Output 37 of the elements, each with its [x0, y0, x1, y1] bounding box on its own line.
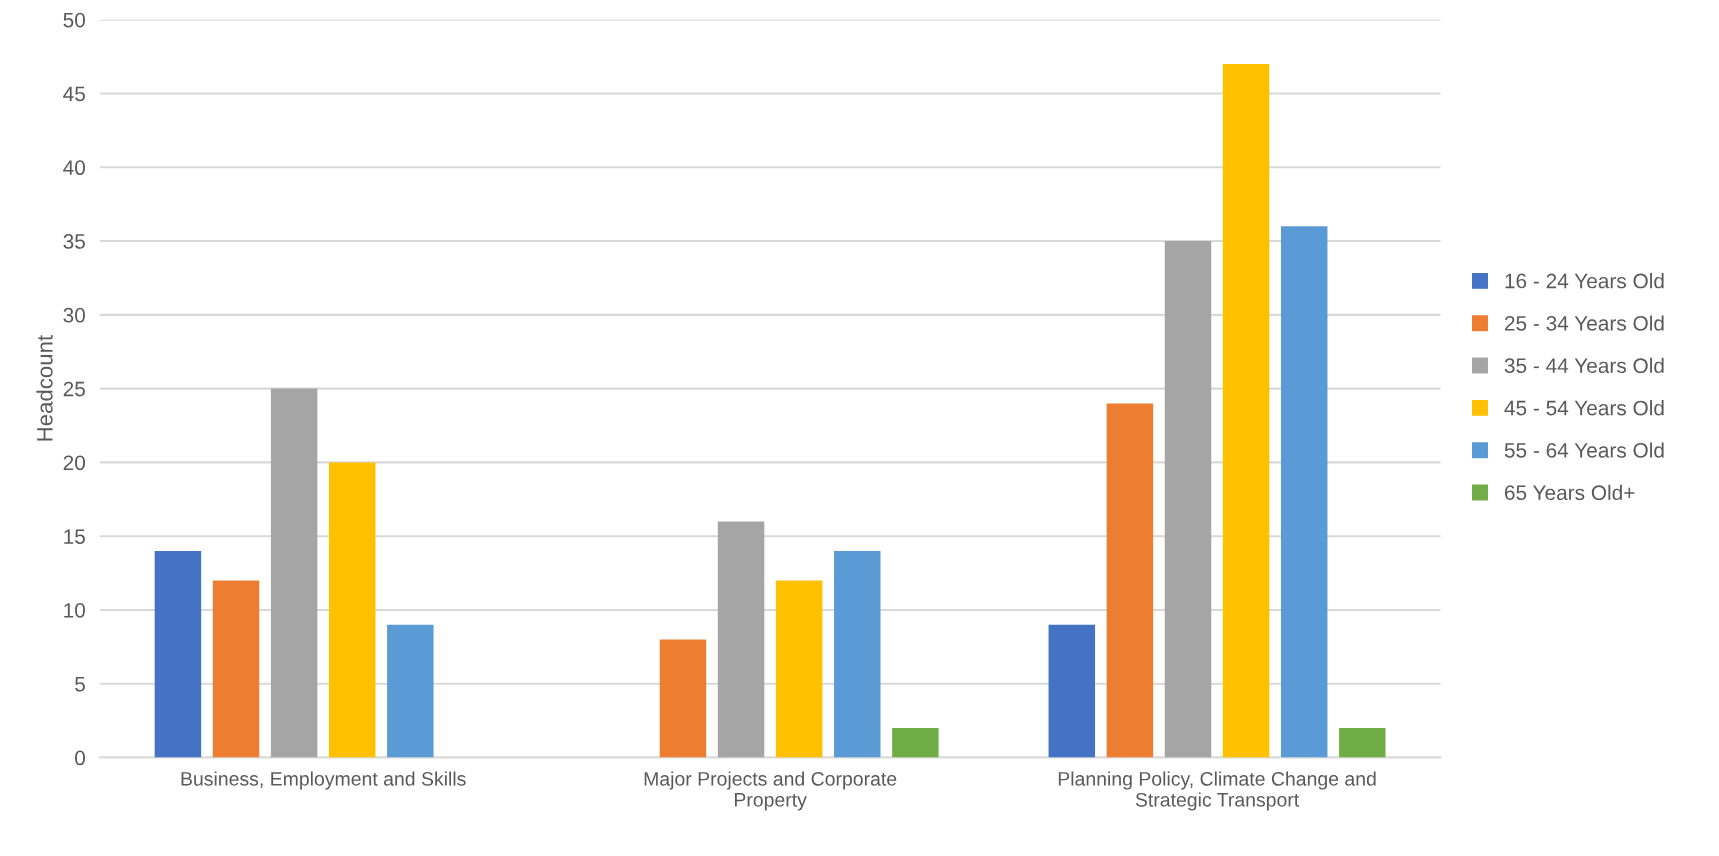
y-tick-label: 40 [63, 160, 85, 176]
bar [659, 639, 707, 758]
y-tick-label: 45 [63, 86, 85, 102]
bar [1339, 728, 1386, 758]
y-tick-label: 35 [63, 234, 85, 249]
bar [892, 728, 939, 758]
bar [834, 550, 881, 758]
bar [1280, 226, 1328, 758]
bar [1222, 63, 1270, 758]
legend-label: 45 - 54 Years Old [1504, 400, 1664, 416]
bar [775, 580, 823, 758]
x-tick-label: Planning Policy, Climate Change and Strategic Transport [1058, 771, 1376, 811]
bar [1164, 241, 1212, 758]
legend-label: 35 - 44 Years Old [1504, 357, 1664, 374]
bar [328, 462, 376, 758]
bar [154, 550, 202, 758]
y-tick-label: 30 [63, 307, 85, 323]
bar [717, 521, 765, 758]
y-tick-label: 10 [64, 602, 85, 618]
legend-label: 55 - 64 Years Old [1504, 442, 1664, 458]
legend-label: 25 - 34 Years Old [1504, 315, 1664, 331]
bar [1106, 403, 1154, 758]
y-tick-label: 5 [75, 676, 85, 692]
x-tick-label: Major Projects and Corporate Property [644, 771, 897, 811]
x-tick-label: Business, Employment and Skills [181, 771, 466, 790]
y-tick-label: 0 [75, 750, 85, 766]
y-tick-label: 15 [64, 529, 85, 544]
y-tick-label: 20 [63, 455, 85, 471]
y-tick-label: 25 [63, 381, 85, 397]
bar [270, 388, 318, 758]
legend-label: 65 Years Old+ [1504, 484, 1635, 501]
y-tick-label: 50 [63, 12, 85, 28]
bar [1048, 624, 1096, 758]
legend-label: 16 - 24 Years Old [1505, 273, 1664, 289]
bar [387, 624, 434, 758]
bar [212, 580, 260, 758]
y-axis-title: Headcount [36, 335, 53, 441]
